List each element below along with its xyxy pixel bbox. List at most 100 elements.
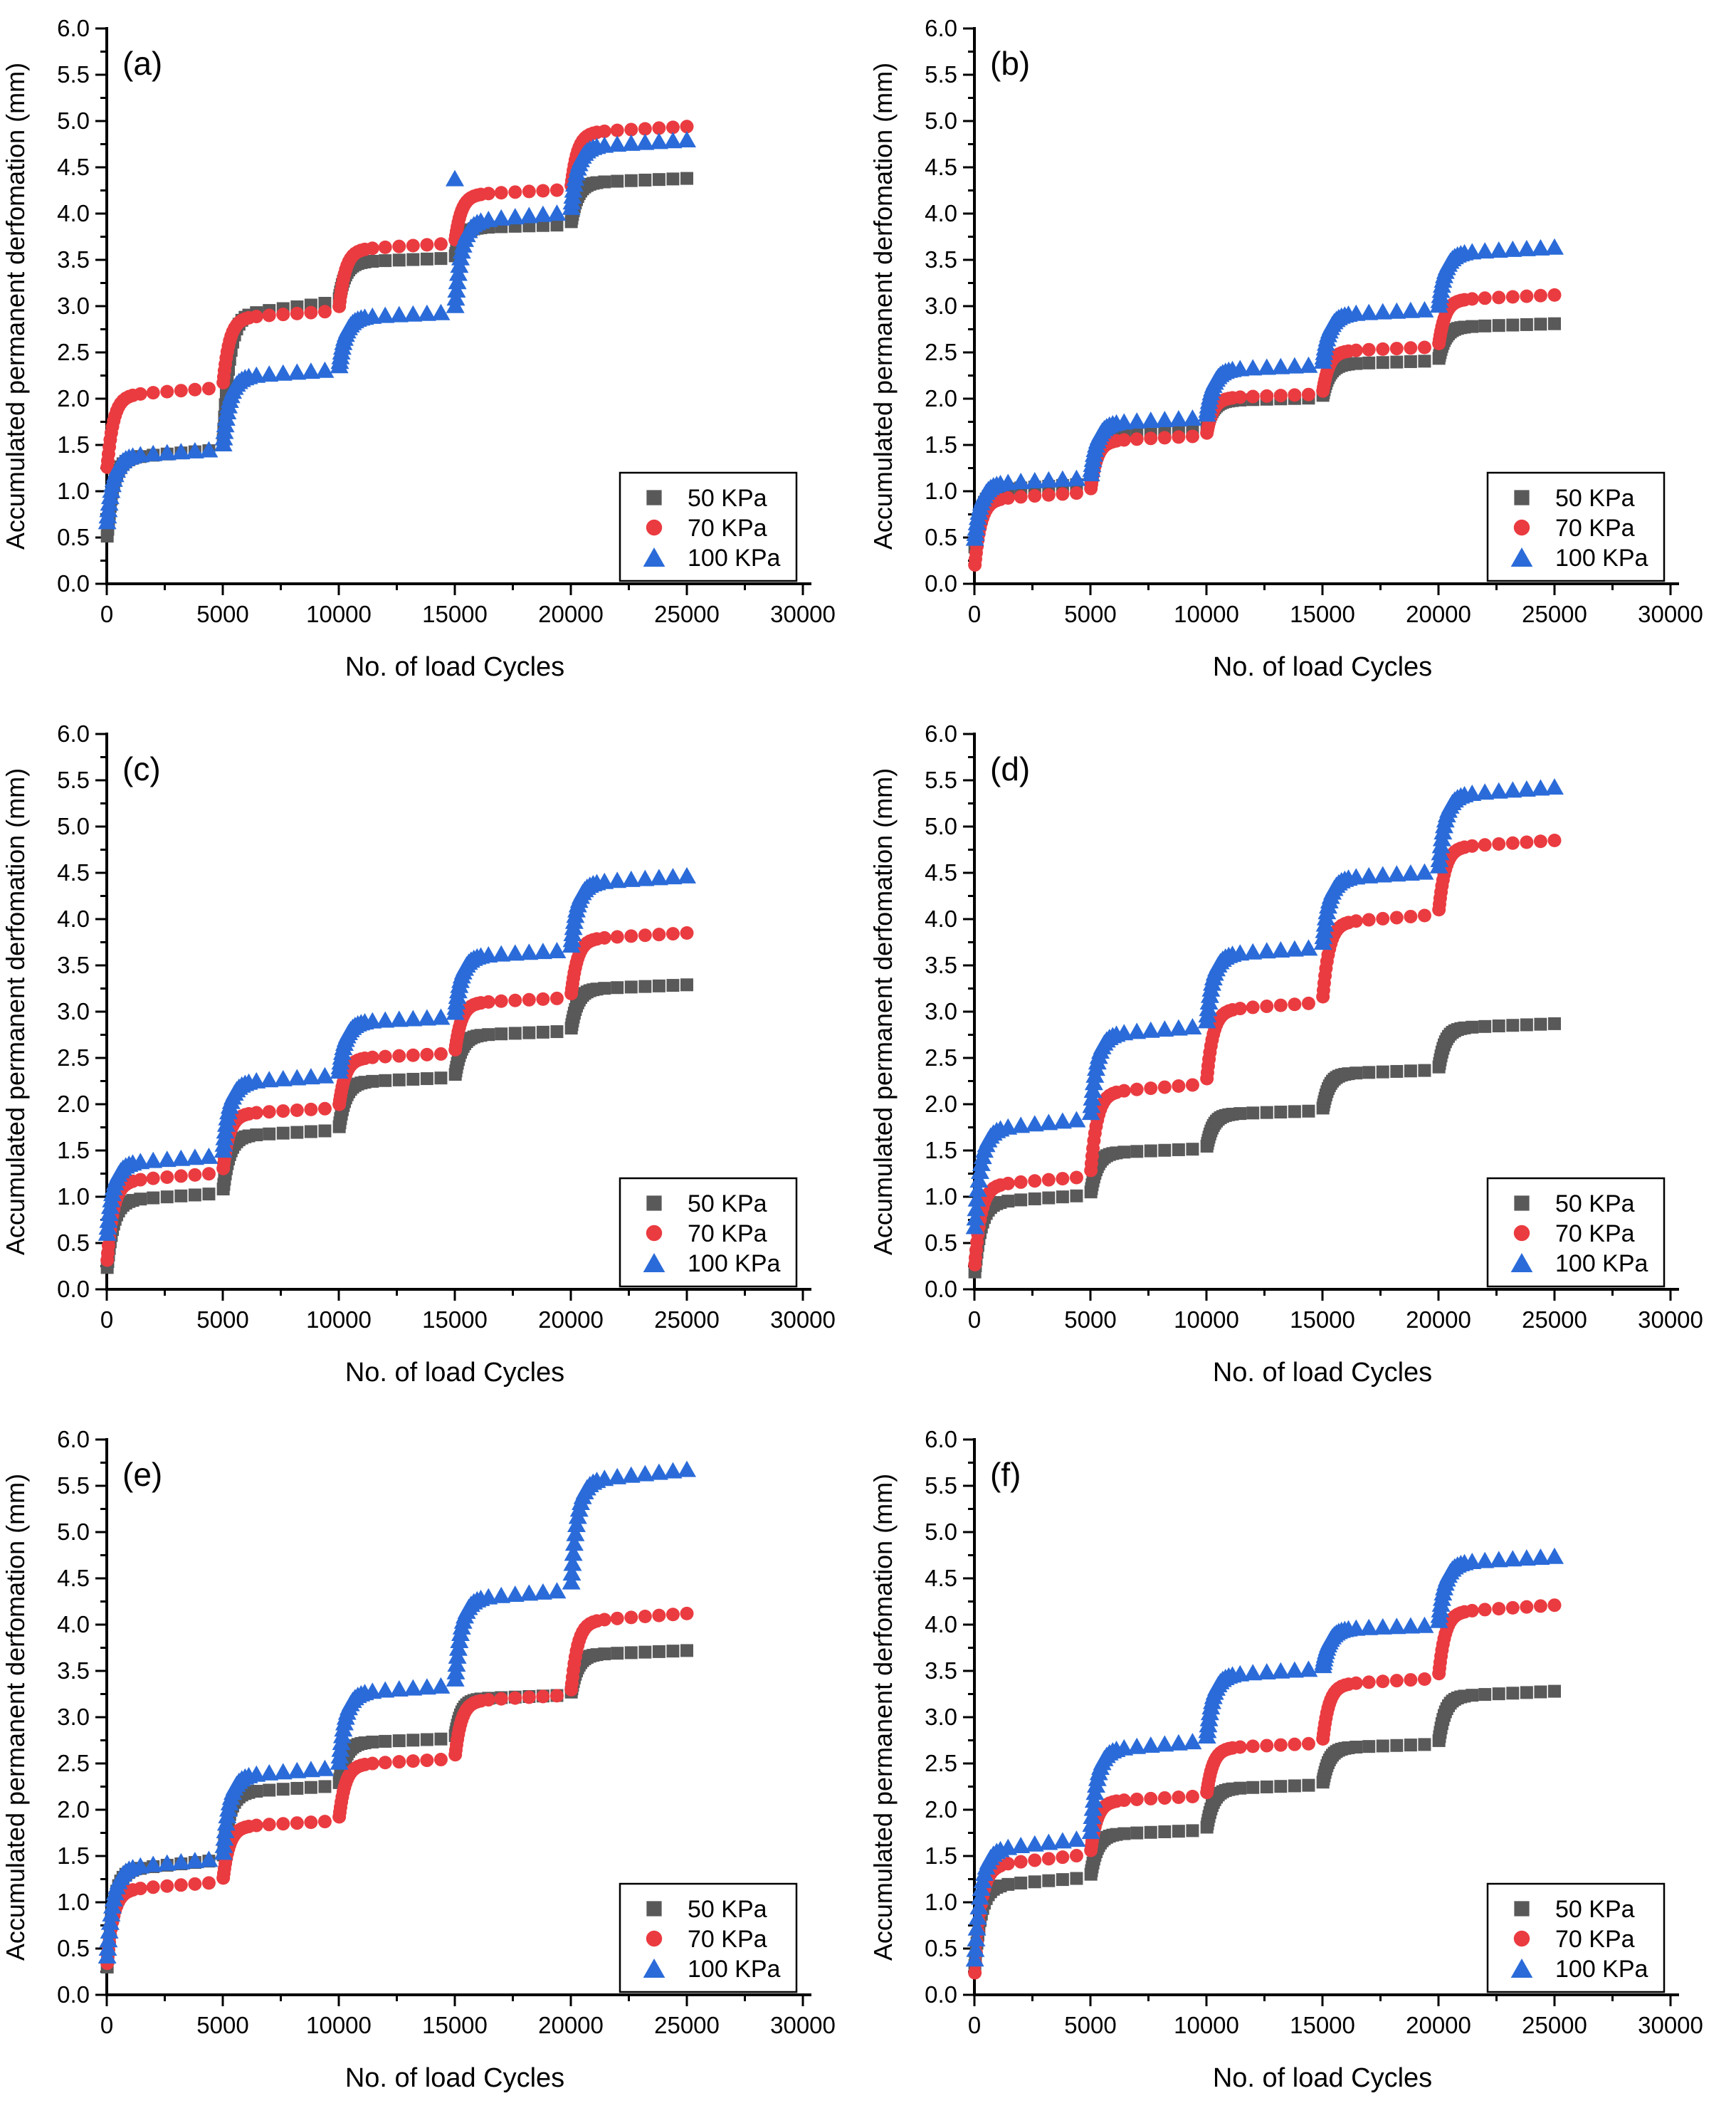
series-100-kpa [965, 1547, 1564, 1967]
legend-label: 50 KPa [1555, 1190, 1635, 1217]
svg-text:1.0: 1.0 [57, 478, 90, 504]
y-axis-title: Accumulated permanent derfomation (mm) [868, 768, 898, 1255]
series-50-kpa [968, 1017, 1561, 1279]
legend-item-100-kpa: 100 KPa [1510, 1250, 1648, 1277]
series-100-kpa [98, 131, 696, 530]
svg-text:4.0: 4.0 [925, 906, 957, 932]
triangle-marker-icon [643, 1253, 666, 1272]
legend-item-50-kpa: 50 KPa [1514, 485, 1635, 512]
svg-text:15000: 15000 [1290, 1306, 1355, 1333]
series-70-kpa [968, 834, 1562, 1272]
svg-text:0.0: 0.0 [925, 570, 957, 597]
legend: 50 KPa 70 KPa 100 KPa [1486, 1882, 1666, 1993]
legend-label: 100 KPa [1555, 1250, 1648, 1277]
tick-labels: 0 5000 10000 15000 20000 25000 30000 0.0 0.5 1.0 1… [57, 720, 836, 1333]
legend-label: 70 KPa [688, 1220, 767, 1247]
tick-marks [963, 27, 1672, 595]
svg-text:3.0: 3.0 [57, 998, 90, 1024]
legend: 50 KPa 70 KPa 100 KPa [619, 1882, 798, 1993]
tick-marks [963, 1438, 1672, 2006]
panel-c: 0 5000 10000 15000 20000 25000 30000 0.0 0.5 1.0 1… [0, 706, 868, 1411]
legend-label: 100 KPa [688, 1250, 781, 1277]
svg-text:5.0: 5.0 [925, 1519, 957, 1545]
svg-text:0: 0 [968, 2012, 981, 2038]
svg-text:15000: 15000 [422, 1306, 488, 1333]
svg-text:25000: 25000 [1522, 601, 1587, 627]
svg-text:4.5: 4.5 [925, 154, 957, 180]
panel-a: 0 5000 10000 15000 20000 25000 30000 0.0 0.5 1.0 1… [0, 0, 868, 706]
panel-b: 0 5000 10000 15000 20000 25000 30000 0.0 0.5 1.0 1… [868, 0, 1735, 706]
svg-text:0.0: 0.0 [925, 1981, 957, 2008]
tick-marks [95, 27, 804, 595]
legend-item-50-kpa: 50 KPa [1514, 1190, 1635, 1217]
svg-text:2.0: 2.0 [925, 385, 957, 411]
svg-text:3.0: 3.0 [925, 293, 957, 319]
svg-text:25000: 25000 [1522, 2012, 1587, 2038]
legend-item-50-kpa: 50 KPa [1514, 1896, 1635, 1923]
legend-item-70-kpa: 70 KPa [646, 1926, 767, 1953]
panel-letter: (b) [990, 45, 1030, 82]
tick-labels: 0 5000 10000 15000 20000 25000 30000 0.0 0.5 1.0 1… [925, 15, 1703, 627]
svg-text:6.0: 6.0 [57, 15, 90, 41]
svg-text:1.5: 1.5 [57, 1842, 90, 1869]
legend: 50 KPa 70 KPa 100 KPa [619, 1177, 798, 1288]
svg-text:3.0: 3.0 [925, 1704, 957, 1730]
svg-text:6.0: 6.0 [57, 1426, 90, 1452]
chart-b: 0 5000 10000 15000 20000 25000 30000 0.0 0.5 1.0 1… [868, 15, 1703, 682]
panel-letter: (e) [122, 1456, 162, 1493]
svg-text:4.5: 4.5 [925, 859, 957, 886]
svg-text:20000: 20000 [538, 601, 604, 627]
svg-text:4.0: 4.0 [925, 200, 957, 226]
chart-c: 0 5000 10000 15000 20000 25000 30000 0.0 0.5 1.0 1… [1, 720, 836, 1388]
chart-e: 0 5000 10000 15000 20000 25000 30000 0.0 0.5 1.0 1… [1, 1426, 836, 2093]
svg-text:2.5: 2.5 [57, 1044, 90, 1071]
svg-text:4.0: 4.0 [57, 1611, 90, 1637]
svg-text:0.5: 0.5 [57, 524, 90, 550]
y-axis-title: Accumulated permanent derfomation (mm) [868, 1474, 898, 1961]
svg-text:2.0: 2.0 [57, 1091, 90, 1117]
svg-text:2.0: 2.0 [57, 1796, 90, 1823]
x-axis-title: No. of load Cycles [345, 1358, 564, 1388]
svg-text:2.0: 2.0 [57, 385, 90, 411]
svg-text:1.0: 1.0 [57, 1183, 90, 1210]
svg-text:10000: 10000 [1174, 2012, 1239, 2038]
legend-label: 100 KPa [1555, 545, 1648, 572]
legend-item-50-kpa: 50 KPa [646, 1896, 767, 1923]
svg-text:5.5: 5.5 [57, 767, 90, 793]
svg-text:0.0: 0.0 [57, 570, 90, 597]
panel-e: 0 5000 10000 15000 20000 25000 30000 0.0 0.5 1.0 1… [0, 1411, 868, 2117]
svg-text:5.0: 5.0 [57, 1519, 90, 1545]
svg-text:30000: 30000 [1638, 1306, 1703, 1333]
svg-text:5.0: 5.0 [57, 108, 90, 134]
legend-item-100-kpa: 100 KPa [643, 1250, 781, 1277]
legend-label: 50 KPa [1555, 485, 1635, 512]
svg-text:3.5: 3.5 [925, 952, 957, 978]
panel-d: 0 5000 10000 15000 20000 25000 30000 0.0 0.5 1.0 1… [868, 706, 1735, 1411]
svg-text:15000: 15000 [422, 601, 488, 627]
svg-text:3.5: 3.5 [925, 246, 957, 273]
svg-text:20000: 20000 [1406, 2012, 1471, 2038]
svg-text:1.0: 1.0 [925, 1183, 957, 1210]
svg-text:4.0: 4.0 [57, 906, 90, 932]
legend-item-70-kpa: 70 KPa [646, 1220, 767, 1247]
svg-text:30000: 30000 [1638, 2012, 1703, 2038]
svg-text:0.0: 0.0 [57, 1981, 90, 2008]
legend-item-70-kpa: 70 KPa [1513, 1926, 1635, 1953]
svg-text:5.5: 5.5 [925, 61, 957, 88]
legend-item-100-kpa: 100 KPa [643, 1956, 781, 1983]
svg-text:2.0: 2.0 [925, 1091, 957, 1117]
svg-text:1.5: 1.5 [925, 1137, 957, 1163]
svg-text:30000: 30000 [770, 2012, 836, 2038]
legend-label: 70 KPa [688, 1926, 767, 1953]
chart-a: 0 5000 10000 15000 20000 25000 30000 0.0 0.5 1.0 1… [1, 15, 836, 682]
y-axis-title: Accumulated permanent derfomation (mm) [868, 63, 898, 550]
panel-letter: (c) [122, 750, 161, 787]
svg-text:1.5: 1.5 [925, 431, 957, 458]
series-70-kpa [100, 1606, 694, 1971]
svg-text:5.0: 5.0 [925, 108, 957, 134]
square-marker-icon [1514, 1901, 1530, 1917]
svg-text:0.5: 0.5 [925, 1230, 957, 1256]
svg-text:0: 0 [968, 1306, 981, 1333]
square-marker-icon [646, 490, 662, 505]
svg-text:5000: 5000 [196, 2012, 248, 2038]
